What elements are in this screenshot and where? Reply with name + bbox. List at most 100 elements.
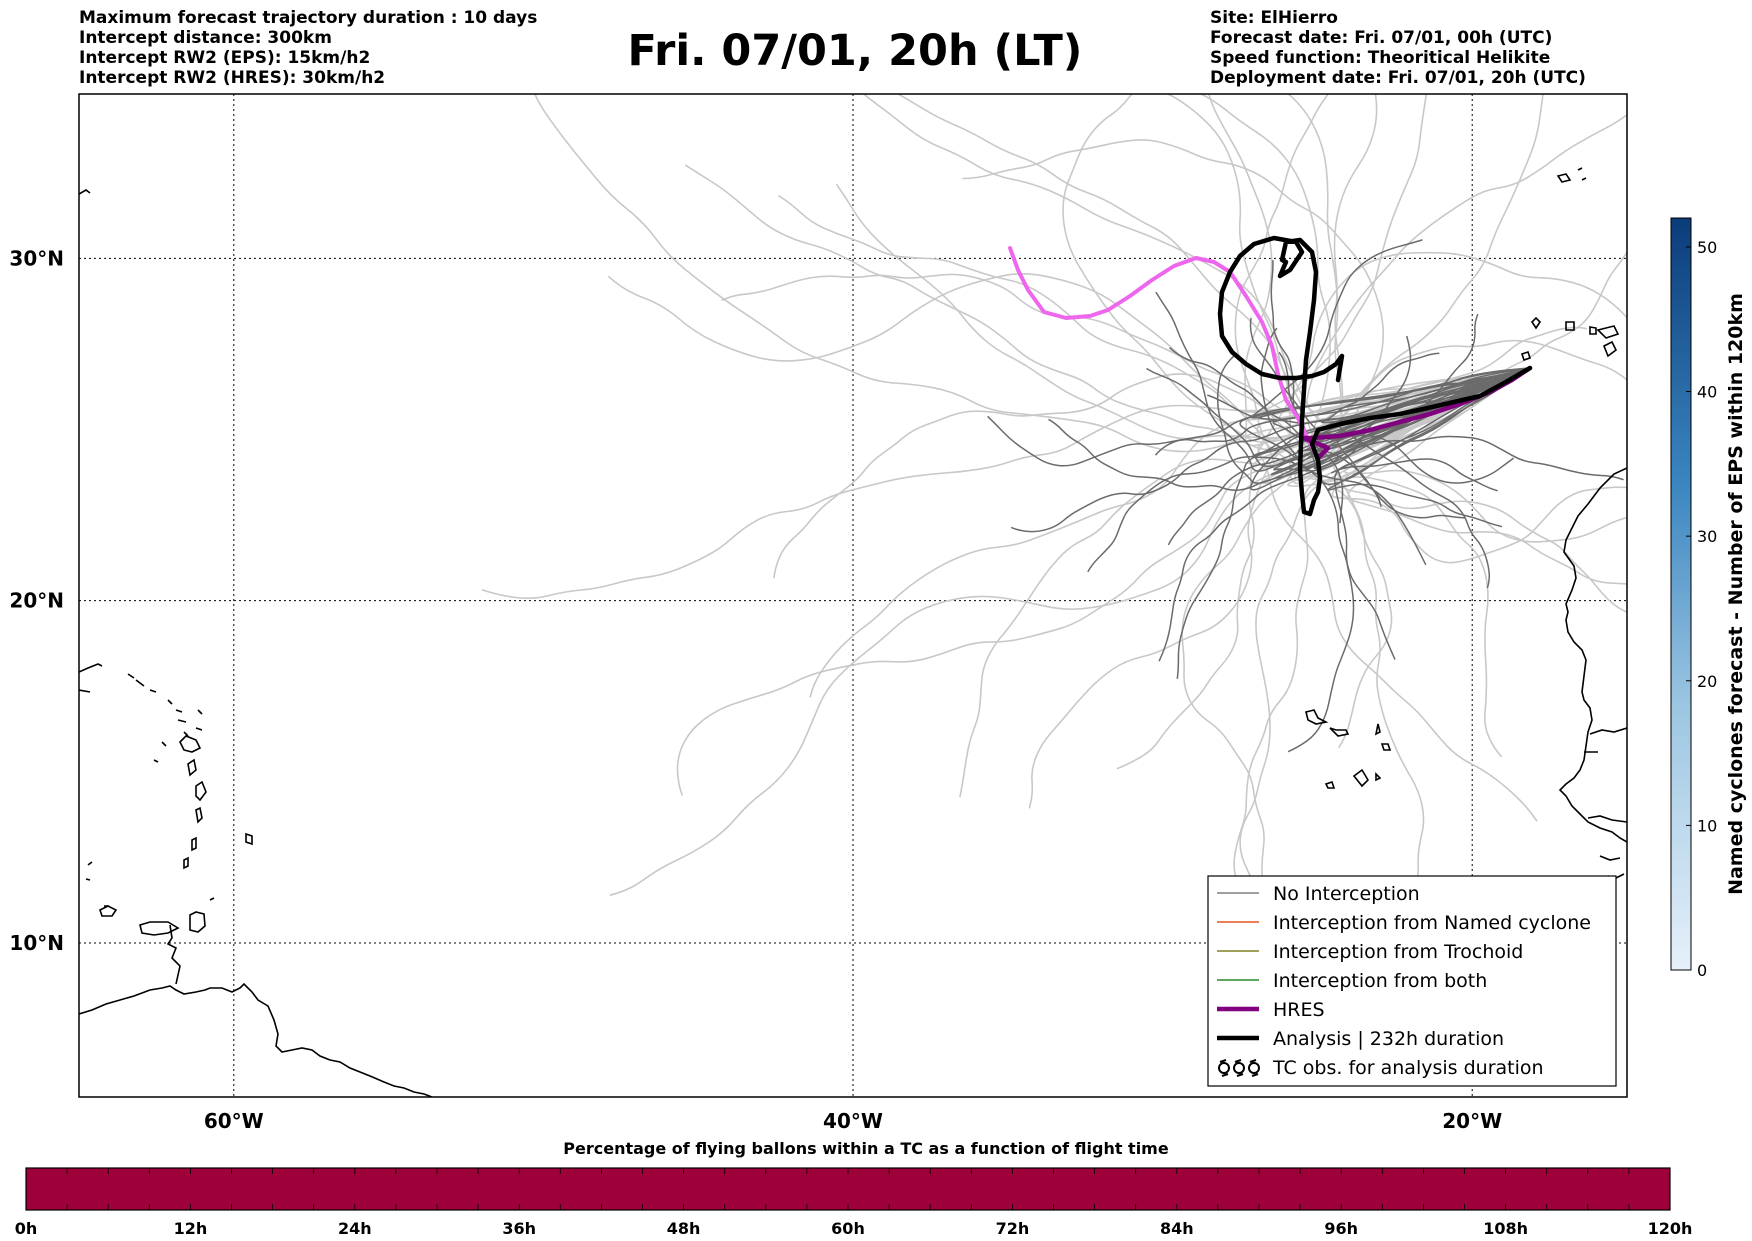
legend-item: HRES bbox=[1217, 999, 1325, 1021]
legend-label: Interception from both bbox=[1273, 970, 1487, 992]
tc-symbol-icon bbox=[1218, 1059, 1260, 1077]
legend-item: Interception from Trochoid bbox=[1217, 941, 1523, 963]
legend-item: Interception from both bbox=[1217, 970, 1487, 992]
eps-trajectory bbox=[1327, 367, 1531, 528]
madeira bbox=[1556, 167, 1587, 183]
eps-trajectory bbox=[1347, 367, 1627, 585]
flight-time-bar-fill bbox=[25, 1167, 1671, 1211]
colorbar-tick-label: 30 bbox=[1697, 527, 1717, 546]
colorbar-tick-label: 0 bbox=[1697, 961, 1707, 980]
grenada bbox=[183, 856, 189, 870]
cape-verde-2 bbox=[1329, 727, 1350, 737]
cape-verde-1 bbox=[1305, 709, 1329, 725]
run-info: Maximum forecast trajectory duration : 1… bbox=[79, 8, 537, 88]
bahamas-edge bbox=[79, 189, 91, 195]
legend-item: Interception from Named cyclone bbox=[1217, 912, 1591, 934]
st-lucia bbox=[195, 806, 203, 824]
eps-trajectory bbox=[1158, 367, 1531, 662]
flight-time-tick-label: 72h bbox=[996, 1219, 1030, 1238]
south-america-coast bbox=[79, 982, 433, 1097]
lesser-antilles bbox=[166, 924, 181, 985]
flight-time-tick-label: 36h bbox=[502, 1219, 536, 1238]
legend-label: HRES bbox=[1273, 999, 1325, 1021]
legend-item: TC obs. for analysis duration bbox=[1218, 1057, 1544, 1079]
colorbar: 0 10 20 30 40 50 Named cyclones forecast - Nu… bbox=[1670, 217, 1747, 980]
site-info-line: Deployment date: Fri. 07/01, 20h (UTC) bbox=[1210, 68, 1586, 88]
map-frame bbox=[78, 93, 1628, 1098]
run-info-line: Intercept distance: 300km bbox=[79, 28, 332, 48]
colorbar-scale bbox=[1670, 217, 1692, 971]
colorbar-title: Named cyclones forecast - Number of EPS … bbox=[1725, 293, 1747, 895]
legend-label: Analysis | 232h duration bbox=[1273, 1028, 1504, 1050]
run-info-line: Intercept RW2 (EPS): 15km/h2 bbox=[79, 48, 371, 68]
cape-verde-6 bbox=[1324, 772, 1382, 789]
latitude-label: 30°N bbox=[9, 246, 64, 270]
eps-trajectory bbox=[1273, 335, 1531, 472]
coastlines bbox=[79, 167, 1627, 1097]
eps-trajectory bbox=[1313, 367, 1624, 481]
canary-gran-canaria bbox=[1589, 326, 1597, 335]
flight-time-tick-label: 48h bbox=[667, 1219, 701, 1238]
flight-time-tick-label: 60h bbox=[831, 1219, 865, 1238]
africa-coast bbox=[1558, 467, 1627, 843]
canary-lanzarote bbox=[1596, 325, 1620, 339]
legend-item: Analysis | 232h duration bbox=[1217, 1028, 1504, 1050]
eps-trajectory bbox=[1154, 367, 1531, 456]
flight-time-bar: Percentage of flying ballons within a TC… bbox=[15, 1139, 1693, 1238]
flight-time-tick-label: 96h bbox=[1324, 1219, 1358, 1238]
site-info: Site: ElHierro Forecast date: Fri. 07/01… bbox=[1210, 8, 1586, 88]
site-info-line: Forecast date: Fri. 07/01, 00h (UTC) bbox=[1210, 28, 1553, 48]
colorbar-tick-label: 50 bbox=[1697, 238, 1717, 257]
longitude-label: 40°W bbox=[823, 1109, 883, 1133]
eps-trajectory bbox=[777, 194, 1531, 413]
analysis-trajectory bbox=[1217, 235, 1533, 517]
canary-hierro bbox=[1520, 350, 1532, 362]
eps-trajectories-dark bbox=[987, 239, 1624, 753]
eps-trajectory bbox=[1336, 367, 1531, 589]
eps-trajectory bbox=[1294, 339, 1627, 482]
flight-time-tick-label: 24h bbox=[338, 1219, 372, 1238]
flight-time-tick-label: 84h bbox=[1160, 1219, 1194, 1238]
cape-verde-4 bbox=[1380, 743, 1392, 751]
legend-box bbox=[1207, 875, 1617, 1087]
latitude-labels: 10°N 20°N 30°N bbox=[9, 246, 64, 955]
latitude-label: 10°N bbox=[9, 931, 64, 955]
eps-trajectory bbox=[533, 94, 1531, 453]
eps-trajectory bbox=[1048, 367, 1531, 491]
flight-time-tick-label: 108h bbox=[1483, 1219, 1528, 1238]
flight-time-tick-label: 0h bbox=[15, 1219, 38, 1238]
canary-fuerteventura bbox=[1565, 321, 1575, 331]
cape-verde-3 bbox=[1374, 723, 1381, 736]
trinidad bbox=[189, 911, 206, 933]
site-info-line: Speed function: Theoritical Helikite bbox=[1210, 48, 1551, 68]
map-title: Fri. 07/01, 20h (LT) bbox=[627, 26, 1083, 76]
guadeloupe bbox=[179, 735, 202, 753]
latitude-label: 20°N bbox=[9, 589, 64, 613]
flight-time-bar-title: Percentage of flying ballons within a TC… bbox=[563, 1139, 1169, 1158]
eps-trajectory bbox=[1256, 367, 1531, 749]
virgin-islands bbox=[79, 663, 157, 693]
eps-trajectory bbox=[1287, 367, 1531, 753]
colorbar-tick-label: 20 bbox=[1697, 672, 1717, 691]
legend-label: No Interception bbox=[1273, 883, 1420, 905]
longitude-label: 60°W bbox=[204, 1109, 264, 1133]
site-info-line: Site: ElHierro bbox=[1210, 8, 1338, 28]
eps-trajectory bbox=[481, 367, 1531, 600]
africa-inlets bbox=[1584, 727, 1627, 823]
legend-item: No Interception bbox=[1217, 883, 1420, 905]
dominica bbox=[187, 758, 197, 777]
canary-tenerife bbox=[1530, 316, 1542, 330]
legend-label: Interception from Named cyclone bbox=[1273, 912, 1591, 934]
small-islands bbox=[85, 861, 215, 907]
eps-trajectory bbox=[1207, 367, 1531, 425]
run-info-line: Maximum forecast trajectory duration : 1… bbox=[79, 8, 538, 28]
flight-time-tick-label: 12h bbox=[174, 1219, 208, 1238]
legend[interactable]: No Interception Interception from Named c… bbox=[1207, 875, 1617, 1087]
leeward-islands bbox=[167, 699, 203, 731]
eps-trajectory bbox=[1331, 367, 1627, 564]
martinique bbox=[195, 780, 207, 802]
hres-early-segment bbox=[1008, 246, 1320, 460]
longitude-label: 20°W bbox=[1442, 1109, 1502, 1133]
eps-trajectory bbox=[962, 139, 1531, 461]
